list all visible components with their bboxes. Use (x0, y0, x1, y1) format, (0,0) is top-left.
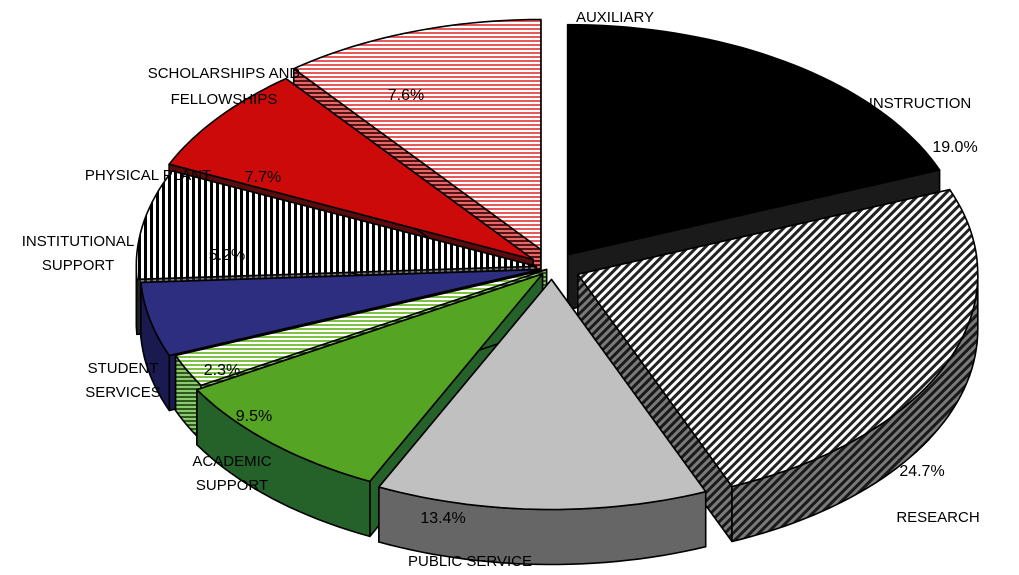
slice-public-service (378, 278, 707, 566)
category-label-academic-support-line1: ACADEMIC (192, 453, 271, 470)
category-label-scholarships-and-fellowships-line2: FELLOWSHIPS (171, 91, 278, 108)
slice-top-scholarships-and-fellowships (168, 77, 534, 261)
slice-top-physical-plant (135, 170, 538, 281)
value-label-research: 24.7% (899, 463, 944, 480)
slice-top-student-services (174, 268, 548, 387)
value-label-student-services: 2.3% (204, 362, 240, 379)
slice-top-public-service (378, 278, 707, 511)
category-label-institutional-support-line1: INSTITUTIONAL (22, 233, 135, 250)
category-label-research: RESEARCH (896, 509, 979, 526)
category-label-student-services-line1: STUDENT (88, 360, 159, 377)
category-label-public-service: PUBLIC SERVICE (408, 553, 532, 570)
slice-top-auxiliary-enterprise (292, 18, 542, 251)
slice-top-institutional-support (140, 268, 542, 357)
category-label-instruction: INSTRUCTION (869, 95, 972, 112)
slice-top-research (577, 188, 979, 488)
slice-top-academic-support (196, 273, 544, 483)
category-label-scholarships-and-fellowships-line1: SCHOLARSHIPS AND (148, 65, 301, 82)
value-label-institutional-support: 5.2% (209, 247, 245, 264)
value-label-public-service: 13.4% (420, 510, 465, 527)
value-label-academic-support: 9.5% (236, 408, 272, 425)
value-label-auxiliary-enterprise: 10.6% (591, 69, 636, 86)
category-label-institutional-support-line2: SUPPORT (42, 257, 114, 274)
category-label-auxiliary-enterprise-line2: ENTERPRISE (567, 35, 663, 52)
category-label-student-services-line2: SERVICES (85, 384, 161, 401)
value-label-scholarships-and-fellowships: 7.6% (388, 87, 424, 104)
category-label-physical-plant: PHYSICAL PLANT (85, 167, 211, 184)
category-label-academic-support-line2: SUPPORT (196, 477, 268, 494)
slice-top-instruction (566, 23, 941, 256)
value-label-instruction: 19.0% (932, 139, 977, 156)
category-label-auxiliary-enterprise-line1: AUXILIARY (576, 9, 654, 26)
value-label-physical-plant: 7.7% (245, 169, 281, 186)
